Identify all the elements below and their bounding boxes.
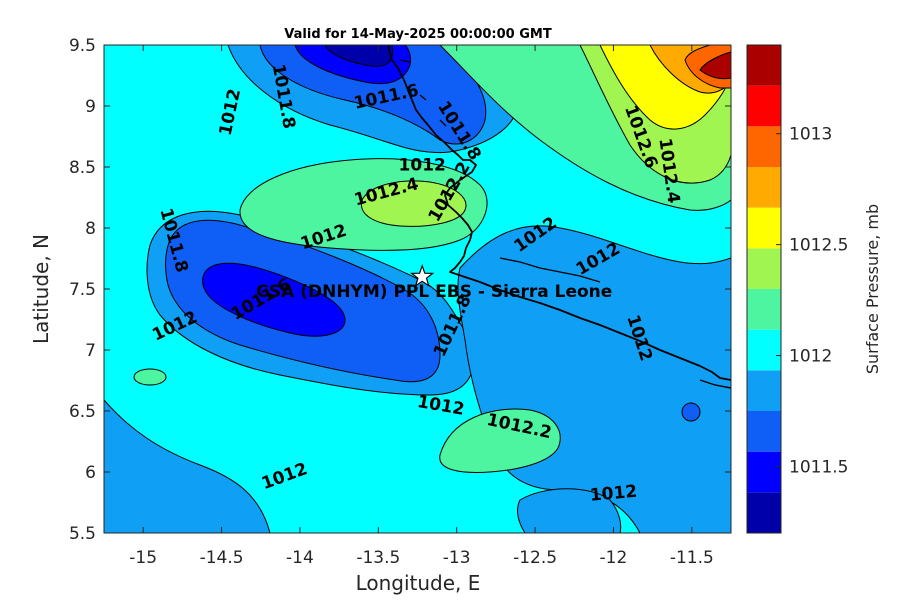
fill-band-1012-1-south — [439, 408, 561, 473]
contour-label: 1012 — [399, 156, 446, 176]
x-tick-label: -12.5 — [513, 548, 557, 568]
y-tick-label: 7.5 — [69, 280, 96, 300]
x-tick-label: -14.5 — [200, 548, 244, 568]
fill-small-high — [133, 368, 167, 386]
colorbar-swatch — [747, 451, 781, 493]
colorbar: 1011.5 1012 1012.5 1013 Surface Pressure, m… — [746, 44, 882, 534]
x-tick-label: -15 — [129, 548, 157, 568]
fill-band-1012-3-center — [360, 180, 467, 227]
colorbar-swatch — [747, 85, 781, 127]
colorbar-swatch — [747, 45, 781, 86]
station-star-icon — [410, 263, 435, 288]
colorbar-swatch — [747, 126, 781, 167]
colorbar-tick-label: 1013 — [789, 125, 832, 145]
y-tick-label: 6 — [85, 463, 96, 483]
colorbar-swatch — [747, 492, 781, 533]
station-marker: CSA (DNHYM) PPL EBS - Sierra Leone — [256, 263, 612, 302]
colorbar-tick-label: 1011.5 — [789, 457, 848, 477]
colorbar-swatch — [747, 207, 781, 249]
y-tick-label: 6.5 — [69, 402, 96, 422]
colorbar-swatch — [747, 289, 781, 330]
colorbar-swatches — [747, 45, 781, 533]
fill-band-1013-1 — [699, 51, 731, 80]
coastline — [387, 45, 731, 381]
y-tick-label: 5.5 — [69, 524, 96, 544]
x-tick-label: -14 — [286, 548, 314, 568]
x-tick-label: -13.5 — [356, 548, 400, 568]
colorbar-border — [746, 44, 782, 534]
colorbar-swatch — [747, 370, 781, 411]
x-tick-label: -11.5 — [670, 548, 714, 568]
fill-band-1011-8-north — [259, 45, 487, 145]
y-tick-label: 8 — [85, 219, 96, 239]
y-tick-label: 9.5 — [69, 36, 96, 56]
station-label: CSA (DNHYM) PPL EBS - Sierra Leone — [256, 282, 612, 302]
x-axis-title: Longitude, E — [356, 571, 481, 595]
colorbar-swatch — [747, 248, 781, 289]
coastline-islands — [399, 59, 731, 389]
y-tick-label: 9 — [85, 97, 96, 117]
fill-small-low — [681, 402, 701, 422]
y-tick-label: 8.5 — [69, 158, 96, 178]
x-tick-label: -12 — [600, 548, 628, 568]
x-axis: -15 -14.5 -14 -13.5 -13 -12.5 -12 -11.5 — [129, 45, 714, 568]
fill-band-1011-6-north — [324, 45, 394, 67]
fill-band-1011-9-southwest — [104, 399, 271, 533]
colorbar-swatch — [747, 167, 781, 208]
contour-label: 1012 — [589, 482, 638, 506]
fill-band-1011-7-west — [202, 262, 346, 337]
colorbar-title: Surface Pressure, mb — [863, 204, 882, 374]
x-tick-label: -13 — [443, 548, 471, 568]
y-axis: 5.5 6 6.5 7 7.5 8 8.5 9 9.5 — [69, 36, 731, 544]
colorbar-swatch — [747, 329, 781, 371]
colorbar-ticks: 1011.5 1012 1012.5 1013 — [776, 125, 848, 477]
y-tick-label: 7 — [85, 341, 96, 361]
colorbar-tick-label: 1012.5 — [789, 236, 848, 256]
plot-title: Valid for 14-May-2025 00:00:00 GMT — [284, 27, 552, 42]
fill-band-1011-9-south — [517, 488, 622, 533]
y-axis-title: Latitude, N — [29, 234, 53, 344]
colorbar-swatch — [747, 411, 781, 452]
contour-fills — [104, 45, 731, 533]
colorbar-tick-label: 1012 — [789, 347, 832, 367]
